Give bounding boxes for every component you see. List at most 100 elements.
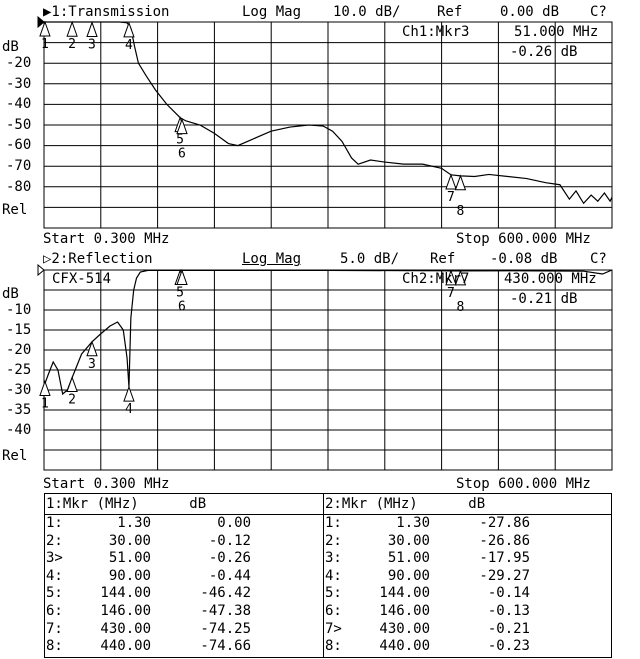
marker-number: 7 <box>447 286 455 301</box>
marker-freq: 146.00 <box>379 602 430 619</box>
marker-number: 1 <box>41 37 49 52</box>
marker-table-row: 2: 30.00 -26.86 <box>324 533 611 551</box>
ch2-ref-label: Ref <box>430 251 456 267</box>
marker-id: 8: <box>46 638 63 655</box>
marker-freq: 51.00 <box>387 550 430 567</box>
marker-triangle-icon <box>454 269 467 286</box>
ch2-stop: Stop 600.000 MHz <box>456 476 591 492</box>
ch2-marker-table: 2:Mkr (MHz) dB 1: 1.30 -27.86 2: 30.00 -26.86… <box>324 494 611 657</box>
marker-number: 6 <box>178 300 186 315</box>
ch2-device-label: CFX-514 <box>52 271 112 287</box>
marker-table-row: 1: 1.30 -27.86 <box>324 515 611 533</box>
marker-table-row: 6: 146.00 -47.38 <box>45 603 323 621</box>
y-axis-label: -70 <box>6 158 32 174</box>
marker-table-row: 5: 144.00 -46.42 <box>45 585 323 603</box>
marker-db: -29.27 <box>479 567 530 584</box>
marker-id: 1: <box>325 515 342 531</box>
marker-freq: 51.00 <box>108 550 151 567</box>
marker-freq: 430.00 <box>100 620 151 637</box>
marker-table-row: 8: 440.00 -74.66 <box>45 638 323 656</box>
marker-id: 2: <box>325 532 342 549</box>
marker-table-row: 2: 30.00 -0.12 <box>45 533 323 551</box>
ch1-marker-label: Ch1:Mkr3 <box>402 24 470 40</box>
marker-number: 4 <box>125 38 133 53</box>
ch1-ref-label: Ref <box>437 4 463 20</box>
ch1-marker-table: 1:Mkr (MHz) dB 1: 1.30 0.00 2: 30.00 -0.12 3> 5… <box>45 494 324 657</box>
ch2-y-unit: dB <box>2 286 19 302</box>
marker-freq: 1.30 <box>117 515 151 531</box>
marker-freq: 430.00 <box>379 620 430 637</box>
marker-db: -47.38 <box>200 602 251 619</box>
marker-id: 7: <box>46 620 63 637</box>
marker-table-row: 4: 90.00 -0.44 <box>45 568 323 586</box>
marker-triangle-icon <box>123 385 135 402</box>
marker-id: 2: <box>46 532 63 549</box>
marker-table-row: 7: 430.00 -74.25 <box>45 621 323 639</box>
ch2-format: Log Mag <box>242 251 302 267</box>
ch1-status: C? <box>590 4 607 20</box>
ch1-reference-pointer-icon <box>37 15 45 29</box>
y-axis-label: -20 <box>6 342 32 358</box>
marker-triangle-icon <box>445 173 457 190</box>
marker-table-row: 6: 146.00 -0.13 <box>324 603 611 621</box>
marker-freq: 440.00 <box>379 638 430 655</box>
y-axis-label: -25 <box>6 362 32 378</box>
marker-id: 3: <box>325 550 342 567</box>
marker-id: 5: <box>46 585 63 602</box>
y-axis-label: -80 <box>6 178 32 195</box>
marker-number: 6 <box>178 147 186 162</box>
marker-db: -74.66 <box>200 638 251 655</box>
ch2-title: ▷2:Reflection <box>43 251 153 267</box>
marker-table-row: 8: 440.00 -0.23 <box>324 638 611 656</box>
y-axis-label: -60 <box>6 137 32 154</box>
marker-id: 5: <box>325 585 342 602</box>
marker-db: -26.86 <box>479 532 530 549</box>
marker-number: 8 <box>456 300 464 315</box>
marker-id: 6: <box>46 602 63 619</box>
ch1-marker-value: -0.26 dB <box>510 44 578 60</box>
marker-id: 4: <box>325 567 342 584</box>
marker-triangle-icon <box>454 174 467 191</box>
ch2-status: C? <box>590 251 607 267</box>
ch1-marker-freq: 51.000 MHz <box>514 24 599 40</box>
marker-number: 3 <box>88 357 96 372</box>
ch2-marker-value: -0.21 dB <box>510 291 578 307</box>
marker-freq: 146.00 <box>100 602 151 619</box>
marker-number: 2 <box>68 37 76 52</box>
marker-id: 4: <box>46 567 63 584</box>
ch1-y-unit: dB <box>2 39 19 55</box>
marker-triangle-icon <box>86 21 98 38</box>
ch2-rel: Rel <box>2 448 28 464</box>
marker-number: 1 <box>41 396 49 411</box>
marker-number: 5 <box>176 133 184 148</box>
marker-db: -74.25 <box>200 620 251 637</box>
marker-table-row: 5: 144.00 -0.14 <box>324 585 611 603</box>
ch1-table-header: 1:Mkr (MHz) dB <box>45 494 323 515</box>
ch1-title: ▶1:Transmission <box>43 4 170 20</box>
marker-freq: 90.00 <box>387 567 430 584</box>
marker-triangle-icon <box>66 20 78 37</box>
marker-table-row: 7> 430.00 -0.21 <box>324 621 611 639</box>
ch1-scale: 10.0 dB/ <box>333 4 401 20</box>
ch2-trace <box>43 269 613 396</box>
marker-triangle-icon <box>445 269 457 286</box>
marker-table-row: 4: 90.00 -29.27 <box>324 568 611 586</box>
marker-number: 5 <box>176 286 184 301</box>
y-axis-label: -30 <box>6 75 32 92</box>
marker-triangle-icon <box>176 269 188 286</box>
marker-id: 7> <box>325 620 342 637</box>
ch1-start: Start 0.300 MHz <box>43 231 170 247</box>
marker-table-row: 3> 51.00 -0.26 <box>45 550 323 568</box>
marker-table: 1:Mkr (MHz) dB 1: 1.30 0.00 2: 30.00 -0.12 3> 5… <box>44 493 612 658</box>
marker-triangle-icon <box>176 118 188 135</box>
y-axis-label: -20 <box>6 55 32 71</box>
marker-freq: 440.00 <box>100 638 151 655</box>
marker-freq: 90.00 <box>108 567 151 584</box>
y-axis-label: -50 <box>6 116 32 133</box>
y-axis-label: -40 <box>6 422 32 438</box>
ch1-stop: Stop 600.000 MHz <box>456 231 591 247</box>
ch2-reference-pointer-icon <box>37 263 45 277</box>
y-axis-label: -35 <box>6 402 32 418</box>
ch1-rel: Rel <box>2 202 28 218</box>
